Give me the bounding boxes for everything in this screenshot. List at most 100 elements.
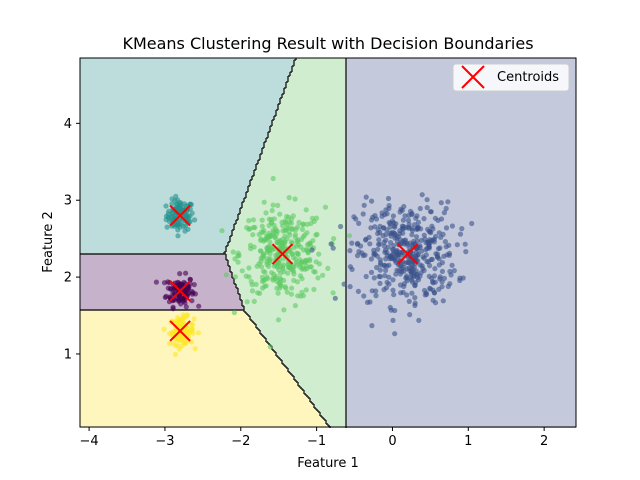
cluster-4-point [272, 252, 279, 258]
x-axis-label: Feature 1 [297, 456, 359, 471]
y-tick-label: 3 [64, 194, 72, 209]
cluster-5-point [427, 286, 433, 292]
cluster-5-point [424, 205, 430, 211]
cluster-4-point [251, 298, 257, 304]
cluster-1-point [189, 210, 195, 216]
cluster-5-point [330, 245, 336, 251]
cluster-5-point [371, 275, 377, 281]
cluster-5-point [418, 270, 424, 276]
cluster-5-point [428, 209, 434, 215]
cluster-4-point [243, 273, 249, 279]
cluster-5-point [438, 234, 444, 240]
cluster-4-point [315, 275, 321, 281]
y-axis-label: Feature 2 [41, 211, 56, 273]
cluster-5-point [397, 209, 403, 215]
cluster-4-point [293, 256, 299, 262]
cluster-3-point [176, 318, 182, 324]
cluster-4-point [249, 288, 256, 294]
cluster-4-point [299, 259, 305, 265]
cluster-5-point [443, 205, 449, 212]
cluster-5-point [431, 273, 438, 279]
cluster-5-point [413, 234, 420, 240]
cluster-1-point [164, 224, 170, 230]
cluster-4-point [277, 211, 283, 217]
centroid-marker-4 [271, 243, 294, 265]
cluster-2-point [153, 279, 159, 285]
cluster-3-point [189, 326, 196, 332]
cluster-4-point [294, 238, 300, 245]
cluster-5-point [417, 205, 423, 212]
cluster-5-point [397, 228, 403, 234]
decision-region-3 [80, 310, 330, 428]
cluster-5-point [416, 317, 422, 323]
cluster-1-point [192, 217, 198, 223]
cluster-5-point [363, 194, 369, 200]
cluster-4-point [296, 219, 302, 226]
centroid-markers [169, 204, 419, 342]
cluster-5-point [362, 252, 368, 258]
cluster-5-point [421, 216, 427, 222]
cluster-4-point [316, 251, 322, 257]
cluster-2-point [165, 279, 171, 285]
cluster-5-point [407, 312, 413, 318]
cluster-4-point [303, 287, 309, 293]
centroid-marker-1 [169, 204, 191, 227]
cluster-4-point [300, 222, 306, 228]
cluster-5-point [385, 195, 392, 202]
cluster-5-point [364, 299, 371, 305]
cluster-5-point [398, 290, 404, 296]
cluster-5-point [427, 263, 433, 269]
cluster-4-point [264, 261, 270, 267]
cluster-4-point [269, 207, 275, 214]
cluster-5-point [383, 231, 389, 238]
cluster-5-point [435, 246, 442, 252]
cluster-5-point [390, 317, 396, 323]
cluster-3-point [192, 346, 198, 352]
cluster-5-point [390, 277, 396, 283]
cluster-4-point [246, 218, 252, 224]
cluster-5-point [347, 248, 353, 254]
cluster-5-point [463, 249, 469, 255]
cluster-4-point [269, 270, 275, 276]
cluster-1-point [169, 196, 175, 202]
cluster-5-point [368, 269, 375, 275]
cluster-5-point [411, 238, 417, 244]
cluster-5-point [394, 239, 401, 245]
cluster-5-point [355, 240, 361, 246]
cluster-4-point [284, 213, 290, 220]
cluster-5-point [449, 223, 455, 229]
cluster-5-point [442, 239, 448, 245]
cluster-5-point [439, 268, 445, 274]
cluster-5-point [409, 210, 415, 217]
cluster-5-point [446, 242, 452, 248]
cluster-5-point [386, 262, 392, 268]
cluster-3-point [189, 322, 195, 328]
cluster-3-point [178, 336, 184, 342]
cluster-4-point [288, 220, 294, 226]
cluster-5-point [412, 295, 418, 301]
cluster-4-point [250, 217, 256, 223]
cluster-3-point [173, 336, 179, 343]
cluster-5-point [349, 240, 355, 246]
cluster-3-point [169, 330, 175, 336]
cluster-5-point [423, 252, 429, 258]
cluster-5-point [409, 290, 415, 296]
cluster-1-point [175, 222, 181, 228]
cluster-4-point [275, 290, 281, 296]
cluster-5-point [415, 277, 422, 283]
cluster-4-point [330, 290, 336, 296]
cluster-4-point [223, 272, 229, 278]
cluster-4-point [230, 249, 236, 255]
cluster-4-point [253, 281, 259, 287]
cluster-5-point [421, 232, 427, 238]
cluster-5-point [430, 297, 436, 303]
cluster-5-point [447, 281, 453, 287]
cluster-5-point [328, 241, 334, 247]
cluster-1-point [173, 193, 179, 199]
cluster-5-point [408, 277, 414, 283]
x-tick-label: 0 [388, 434, 396, 449]
cluster-5-point [373, 293, 379, 299]
cluster-3-point [170, 340, 176, 347]
cluster-5-point [332, 295, 338, 301]
